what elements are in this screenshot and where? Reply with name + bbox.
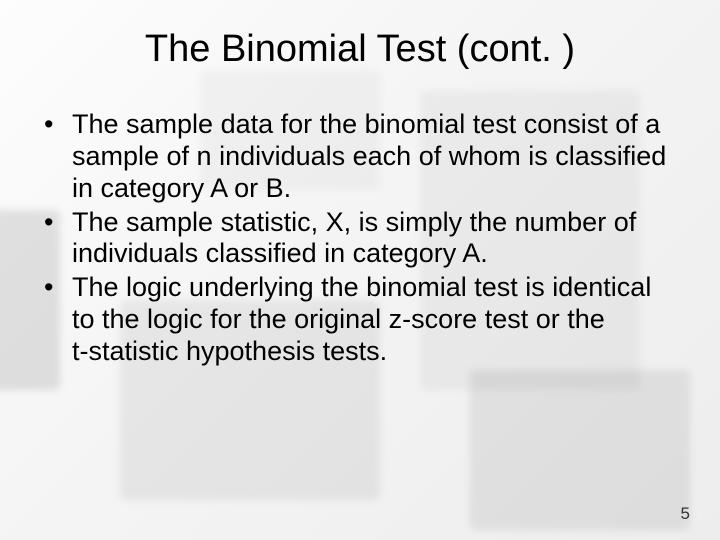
bullet-item: The logic underlying the binomial test i… (38, 272, 680, 368)
bullet-item: The sample data for the binomial test co… (38, 109, 680, 205)
slide-title: The Binomial Test (cont. ) (0, 0, 720, 71)
bullet-item: The sample statistic, X, is simply the n… (38, 207, 680, 271)
page-number: 5 (681, 504, 690, 524)
slide-content: The Binomial Test (cont. ) The sample da… (0, 0, 720, 540)
bullet-list: The sample data for the binomial test co… (0, 109, 720, 368)
